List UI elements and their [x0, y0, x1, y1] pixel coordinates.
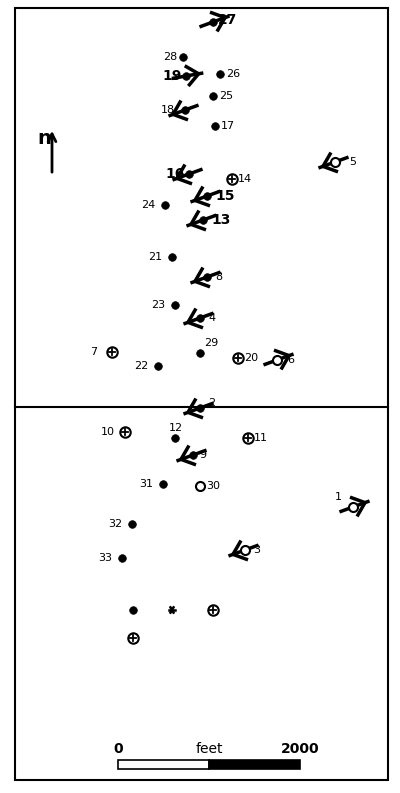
- Text: 11: 11: [254, 433, 268, 443]
- Text: 28: 28: [163, 52, 177, 62]
- Text: 5: 5: [349, 157, 356, 167]
- Text: 17: 17: [221, 121, 235, 131]
- Text: 21: 21: [148, 252, 162, 262]
- Text: 2000: 2000: [281, 742, 319, 756]
- Text: 31: 31: [139, 479, 153, 489]
- Text: 24: 24: [141, 200, 155, 210]
- Text: 20: 20: [244, 353, 258, 363]
- Text: 18: 18: [161, 105, 175, 115]
- Text: 16: 16: [165, 167, 184, 181]
- Text: 6: 6: [287, 355, 294, 365]
- Text: 19: 19: [162, 69, 181, 83]
- Text: 15: 15: [215, 189, 234, 203]
- Text: 26: 26: [226, 69, 240, 79]
- Text: 2: 2: [208, 398, 215, 408]
- Text: 4: 4: [208, 313, 215, 323]
- Text: 22: 22: [134, 361, 148, 371]
- Text: 32: 32: [108, 519, 122, 529]
- Text: n: n: [37, 128, 51, 147]
- Text: 3: 3: [253, 545, 260, 555]
- Text: 7: 7: [90, 347, 97, 357]
- Text: 33: 33: [98, 553, 112, 563]
- Text: 13: 13: [211, 213, 230, 227]
- Bar: [209, 760, 300, 769]
- Text: 23: 23: [151, 300, 165, 310]
- Text: 12: 12: [169, 423, 183, 433]
- Text: 10: 10: [101, 427, 115, 437]
- Text: 14: 14: [238, 174, 252, 184]
- Text: 8: 8: [215, 272, 222, 282]
- Bar: [118, 760, 209, 769]
- Text: 9: 9: [199, 450, 206, 460]
- Text: 27: 27: [218, 13, 237, 27]
- Text: 0: 0: [113, 742, 123, 756]
- Text: feet: feet: [195, 742, 223, 756]
- Text: 30: 30: [206, 481, 220, 491]
- Text: 29: 29: [204, 338, 218, 348]
- Text: 25: 25: [219, 91, 233, 101]
- Text: 1: 1: [335, 492, 342, 502]
